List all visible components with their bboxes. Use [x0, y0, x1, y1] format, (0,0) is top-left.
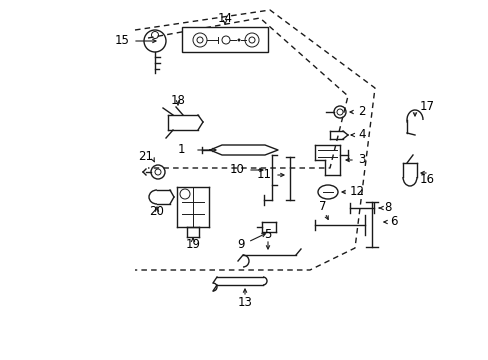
Text: 4: 4: [357, 129, 365, 141]
Text: 13: 13: [237, 297, 252, 310]
Text: 12: 12: [349, 185, 364, 198]
Text: 14: 14: [217, 13, 232, 26]
Text: 15: 15: [115, 35, 130, 48]
Text: 8: 8: [383, 202, 390, 215]
Text: 9: 9: [237, 238, 244, 251]
Text: 10: 10: [230, 163, 244, 176]
Text: 6: 6: [389, 216, 397, 229]
Text: 7: 7: [319, 201, 326, 213]
Text: 2: 2: [357, 105, 365, 118]
Text: 11: 11: [257, 168, 271, 181]
Text: 3: 3: [357, 153, 365, 166]
Text: 20: 20: [149, 206, 164, 219]
Text: 17: 17: [419, 100, 434, 113]
Text: 19: 19: [185, 238, 200, 251]
Text: 1: 1: [177, 144, 184, 157]
Circle shape: [237, 39, 240, 41]
Bar: [182, 27, 267, 52]
Text: 18: 18: [170, 94, 185, 107]
Text: 21: 21: [138, 150, 153, 163]
Ellipse shape: [317, 185, 337, 199]
Text: 16: 16: [419, 174, 434, 186]
Text: 5: 5: [264, 229, 271, 242]
